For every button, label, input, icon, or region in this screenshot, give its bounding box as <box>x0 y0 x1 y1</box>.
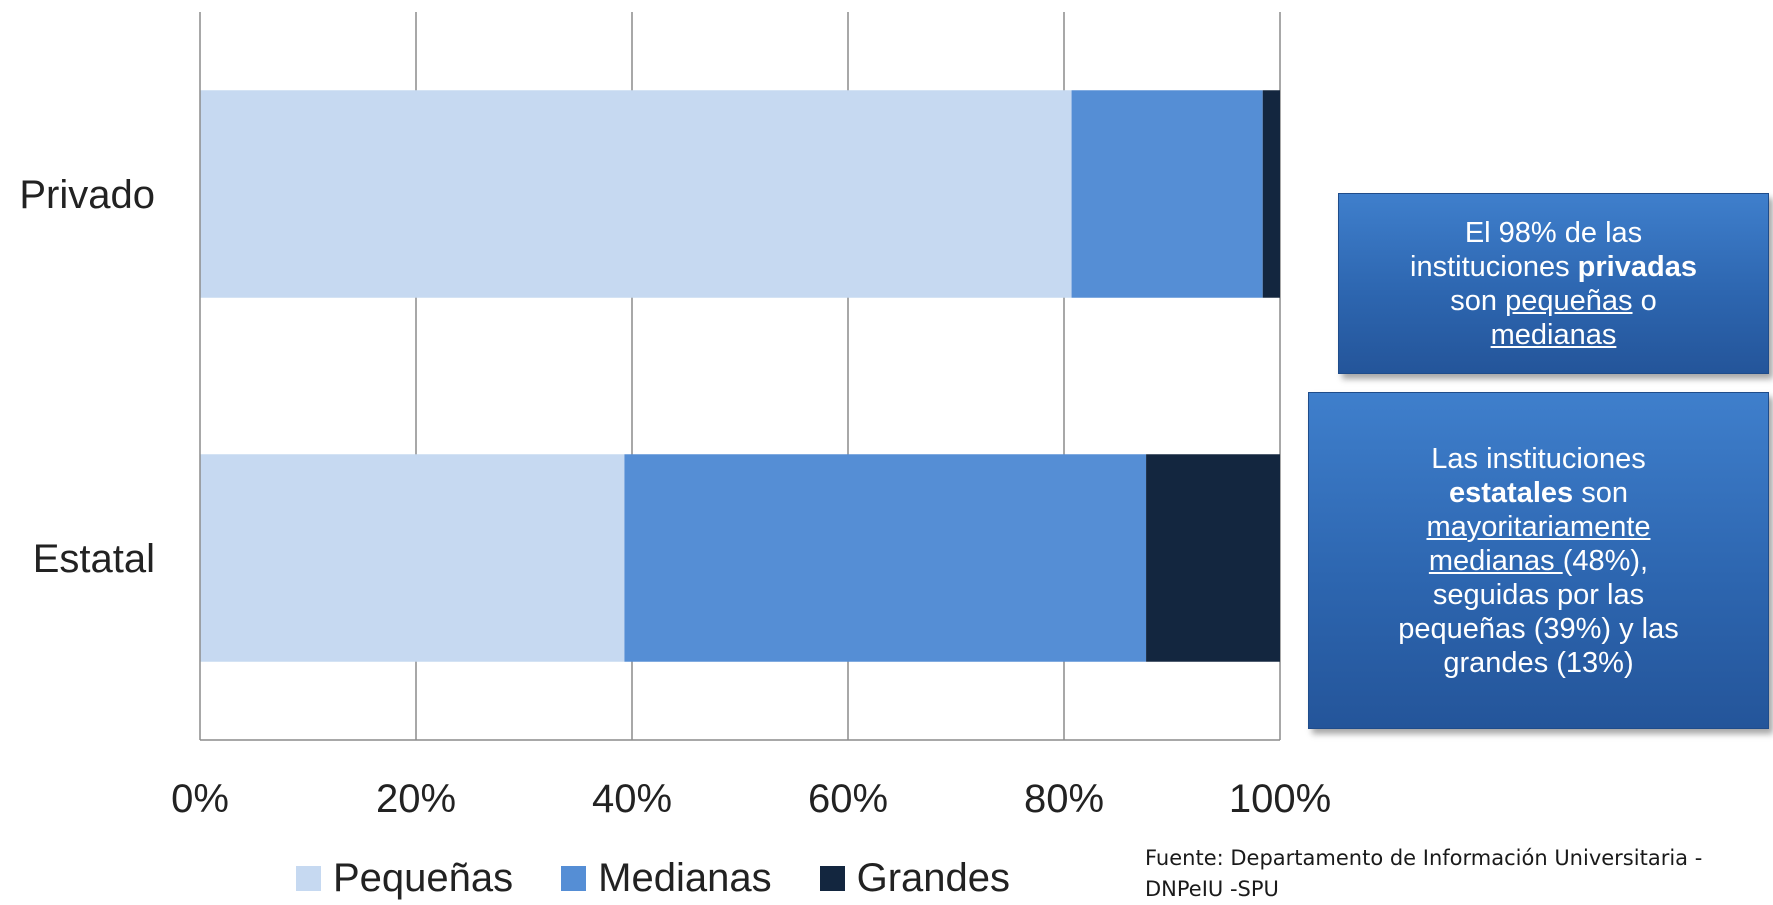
callout-text: grandes (13%) <box>1443 646 1634 679</box>
callout-text: instituciones <box>1410 250 1578 283</box>
legend-item: Medianas <box>561 855 772 901</box>
axes <box>199 12 1280 741</box>
callout-text: (48%), <box>1562 544 1649 577</box>
callout-privado: El 98% de las instituciones privadas son… <box>1338 193 1769 374</box>
legend-swatch <box>296 865 321 891</box>
category-label: Privado <box>19 173 155 217</box>
callout-estatal: Las instituciones estatales son mayorita… <box>1308 392 1769 729</box>
legend-label: Medianas <box>598 855 772 900</box>
callout-text: seguidas por las <box>1432 578 1645 611</box>
labels: 0% 20% 40% 60% 80% 100% Privado Estatal <box>19 173 1331 821</box>
x-tick-label: 80% <box>1024 777 1104 821</box>
callout-bold: privadas <box>1577 250 1697 283</box>
source-note: Fuente: Departamento de Información Univ… <box>1145 843 1773 905</box>
x-tick-label: 0% <box>171 777 229 821</box>
bars <box>200 90 1280 662</box>
callout-text: o <box>1632 284 1657 317</box>
legend-label: Grandes <box>856 855 1011 900</box>
category-label: Estatal <box>33 537 155 581</box>
callout-underlined: pequeñas <box>1505 284 1633 317</box>
callout-text: son <box>1450 284 1506 317</box>
callout-text: El 98% de las <box>1464 216 1643 249</box>
bar-segment <box>1262 90 1280 298</box>
callout-underlined: mayoritariamente <box>1426 510 1651 543</box>
callout-text: son <box>1573 476 1628 509</box>
callout-text: pequeñas (39%) y las <box>1398 612 1679 645</box>
bar-segment <box>1071 90 1263 298</box>
callout-underlined: medianas <box>1428 544 1563 577</box>
x-tick-label: 40% <box>592 777 672 821</box>
legend-swatch <box>561 865 587 891</box>
source-line: Fuente: Departamento de Información Univ… <box>1145 846 1703 870</box>
callout-underlined: medianas <box>1490 318 1617 351</box>
x-tick-label: 100% <box>1229 777 1331 821</box>
bar-segment <box>200 90 1072 298</box>
x-tick-label: 60% <box>808 777 888 821</box>
callout-bold: estatales <box>1449 476 1574 509</box>
legend-item: Pequeñas <box>296 856 513 901</box>
legend-swatch <box>819 865 845 891</box>
legend-label: Pequeñas <box>333 855 514 900</box>
bar-segment <box>1146 454 1280 662</box>
bar-segment <box>624 454 1147 662</box>
legend: Pequeñas Medianas Grandes <box>296 854 1058 902</box>
legend-item: Grandes <box>819 855 1011 901</box>
source-line: DNPeIU -SPU <box>1145 877 1279 901</box>
bar-segment <box>200 454 625 662</box>
x-tick-label: 20% <box>376 777 456 821</box>
callout-text: Las instituciones <box>1431 442 1646 475</box>
